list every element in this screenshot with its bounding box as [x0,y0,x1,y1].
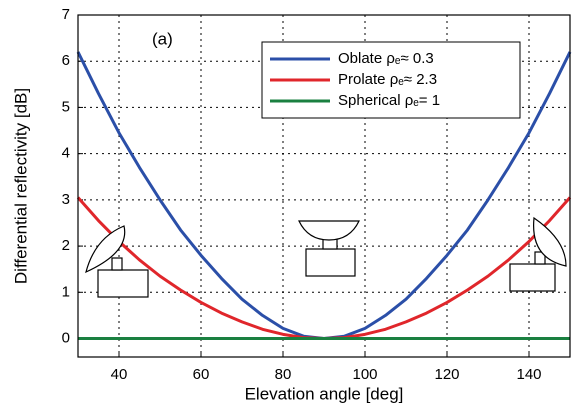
x-tick-label: 120 [434,366,459,383]
x-tick-label: 40 [111,366,128,383]
y-tick-label: 4 [62,145,70,162]
annotation: (a) [152,29,173,48]
legend-label: Oblate ρₑ≈ 0.3 [338,50,434,67]
y-tick-label: 5 [62,98,70,115]
y-axis-label: Differential reflectivity [dB] [11,88,30,284]
y-tick-label: 0 [62,329,70,346]
y-tick-label: 1 [62,283,70,300]
antenna-icon [509,216,567,292]
y-tick-label: 3 [62,191,70,208]
y-tick-label: 6 [62,52,70,69]
x-tick-label: 60 [193,366,210,383]
antenna-icon [85,225,149,298]
plot-frame [77,14,571,358]
x-axis-label: Elevation angle [deg] [245,384,404,403]
y-tick-label: 7 [62,6,70,23]
y-tick-label: 2 [62,237,70,254]
x-tick-label: 100 [352,366,377,383]
x-tick-label: 140 [516,366,541,383]
legend-label: Spherical ρₑ= 1 [338,92,440,109]
legend-label: Prolate ρₑ≈ 2.3 [338,71,437,88]
x-tick-label: 80 [275,366,292,383]
antenna-icon [298,220,360,277]
